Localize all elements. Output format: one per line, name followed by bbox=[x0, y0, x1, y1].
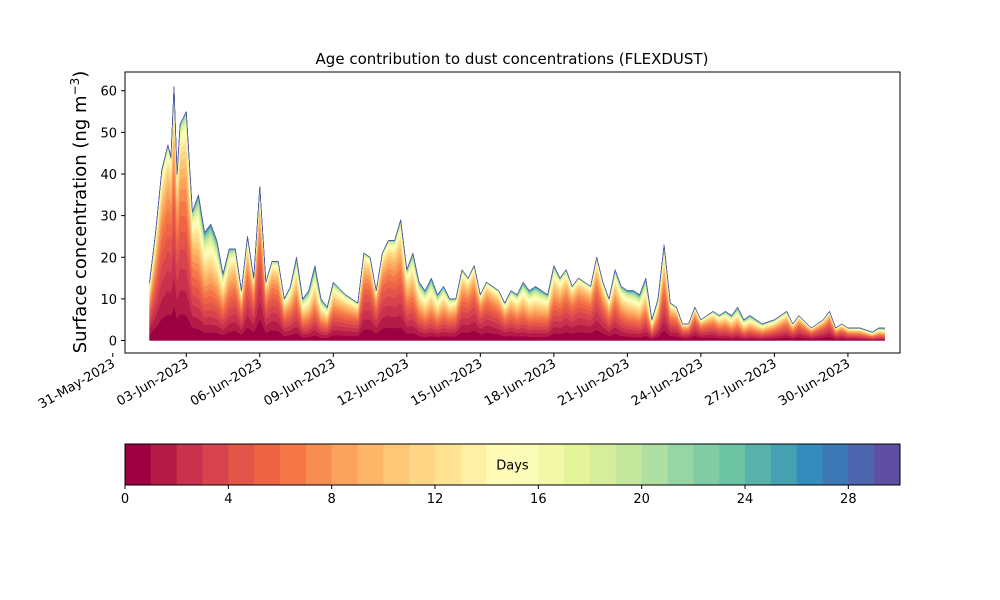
colorbar-swatch-24-25 bbox=[745, 444, 772, 485]
x-tick-label: 21-Jun-2023 bbox=[556, 356, 633, 409]
y-tick-label: 20 bbox=[100, 251, 117, 266]
colorbar-swatch-0-1 bbox=[125, 444, 152, 485]
x-tick-label: 12-Jun-2023 bbox=[335, 356, 412, 409]
x-tick-label: 31-May-2023 bbox=[36, 356, 118, 412]
y-tick-label: 30 bbox=[100, 210, 117, 225]
colorbar-tick-label: 16 bbox=[530, 492, 547, 507]
x-tick-label: 06-Jun-2023 bbox=[188, 356, 265, 409]
colorbar-swatch-26-27 bbox=[796, 444, 823, 485]
y-tick-label: 50 bbox=[100, 126, 117, 141]
colorbar-swatch-14-15 bbox=[486, 444, 513, 485]
colorbar-swatch-3-4 bbox=[202, 444, 229, 485]
colorbar-swatch-7-8 bbox=[305, 444, 333, 485]
colorbar-tick-label: 24 bbox=[737, 492, 754, 507]
x-tick-label: 03-Jun-2023 bbox=[114, 356, 191, 409]
colorbar-swatch-19-20 bbox=[615, 444, 643, 485]
x-tick-label: 09-Jun-2023 bbox=[261, 356, 338, 409]
colorbar-swatch-27-28 bbox=[822, 444, 849, 485]
colorbar-label: Days bbox=[496, 459, 529, 474]
x-tick-label: 24-Jun-2023 bbox=[629, 356, 706, 409]
x-tick-label: 30-Jun-2023 bbox=[776, 356, 853, 409]
x-tick-label: 15-Jun-2023 bbox=[409, 356, 486, 409]
colorbar-swatch-17-18 bbox=[564, 444, 591, 485]
chart-title: Age contribution to dust concentrations … bbox=[316, 50, 709, 68]
colorbar-swatch-8-9 bbox=[331, 444, 358, 485]
colorbar-swatch-18-19 bbox=[590, 444, 617, 485]
y-tick-label: 10 bbox=[100, 293, 117, 308]
colorbar: Days 0 4 8 12 16 20 24 28 bbox=[121, 443, 901, 507]
colorbar-tick-label: 8 bbox=[328, 492, 336, 507]
y-axis-label: Surface concentration (ng m−3) bbox=[68, 71, 91, 354]
plot-frame bbox=[124, 71, 901, 354]
y-tick-label: 60 bbox=[100, 85, 117, 100]
plot-area: 0 10 20 30 40 50 60 31-May-202303-Jun-202306-Ju… bbox=[36, 71, 901, 412]
colorbar-swatch-1-2 bbox=[150, 444, 178, 485]
x-tick-label: 27-Jun-2023 bbox=[703, 356, 780, 409]
y-tick-label: 40 bbox=[100, 168, 117, 183]
y-axis-label-superscript: −3 bbox=[68, 78, 82, 96]
colorbar-swatch-20-21 bbox=[641, 444, 668, 485]
colorbar-swatch-22-23 bbox=[693, 444, 720, 485]
colorbar-swatch-6-7 bbox=[280, 444, 307, 485]
colorbar-swatch-11-12 bbox=[409, 444, 436, 485]
colorbar-swatch-25-26 bbox=[770, 444, 798, 485]
x-tick-label: 18-Jun-2023 bbox=[482, 356, 559, 409]
colorbar-swatch-2-3 bbox=[176, 444, 203, 485]
colorbar-swatch-15-16 bbox=[512, 444, 539, 485]
colorbar-tick-label: 28 bbox=[840, 492, 857, 507]
colorbar-swatch-5-6 bbox=[254, 444, 281, 485]
colorbar-swatch-10-11 bbox=[383, 444, 410, 485]
area-band-29-30-days bbox=[149, 86, 885, 333]
colorbar-swatch-23-24 bbox=[719, 444, 746, 485]
colorbar-tick-label: 20 bbox=[633, 492, 650, 507]
colorbar-tick-label: 4 bbox=[224, 492, 232, 507]
colorbar-tick-label: 12 bbox=[427, 492, 444, 507]
colorbar-swatch-16-17 bbox=[538, 444, 565, 485]
colorbar-swatch-21-22 bbox=[667, 444, 694, 485]
colorbar-swatch-13-14 bbox=[460, 444, 488, 485]
colorbar-swatch-28-29 bbox=[848, 444, 875, 485]
colorbar-tick-label: 0 bbox=[121, 492, 129, 507]
colorbar-frame bbox=[124, 443, 901, 486]
y-tick-label: 0 bbox=[109, 335, 117, 350]
colorbar-swatch-9-10 bbox=[357, 444, 384, 485]
colorbar-swatch-4-5 bbox=[228, 444, 255, 485]
colorbar-swatch-12-13 bbox=[435, 444, 462, 485]
colorbar-swatch-29-30 bbox=[874, 444, 901, 485]
